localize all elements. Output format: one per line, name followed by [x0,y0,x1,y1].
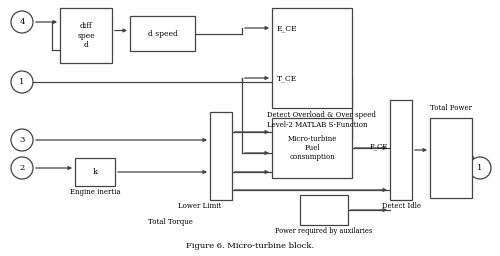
Bar [272,8,352,108]
Circle shape [11,129,33,151]
Text: T_CE: T_CE [277,74,297,82]
Text: diff
spee
d: diff spee d [77,22,95,49]
Circle shape [11,11,33,33]
Text: Figure 6. Micro-turbine block.: Figure 6. Micro-turbine block. [186,242,314,250]
Circle shape [11,157,33,179]
Bar [130,16,195,51]
Text: 3: 3 [20,136,24,144]
Text: Detect Overload & Over speed: Detect Overload & Over speed [267,111,376,119]
Text: Engine inertia: Engine inertia [70,188,120,196]
Text: 2: 2 [20,164,24,172]
Text: 1: 1 [20,78,24,86]
Text: k: k [92,168,98,176]
Text: Power required by auxilaries: Power required by auxilaries [276,227,372,235]
Text: Total Power: Total Power [430,104,472,112]
Circle shape [11,71,33,93]
Text: E_CE: E_CE [277,24,297,32]
Text: 1: 1 [478,164,482,172]
Text: Detect Idle: Detect Idle [382,202,420,210]
Bar [75,158,115,186]
Bar [60,8,112,63]
Text: d speed: d speed [148,29,178,37]
Bar [210,112,232,200]
Bar [300,195,348,225]
Text: 4: 4 [19,18,25,26]
Circle shape [469,157,491,179]
Text: P_CE: P_CE [370,142,388,150]
Bar [390,100,412,200]
Text: Lower Limit: Lower Limit [178,202,222,210]
Bar [272,118,352,178]
Bar [430,118,472,198]
Text: Total Torque: Total Torque [148,218,192,226]
Text: Micro-turbine
Fuel
consumption: Micro-turbine Fuel consumption [288,135,337,161]
Text: Level-2 MATLAB S-Function: Level-2 MATLAB S-Function [267,121,368,129]
